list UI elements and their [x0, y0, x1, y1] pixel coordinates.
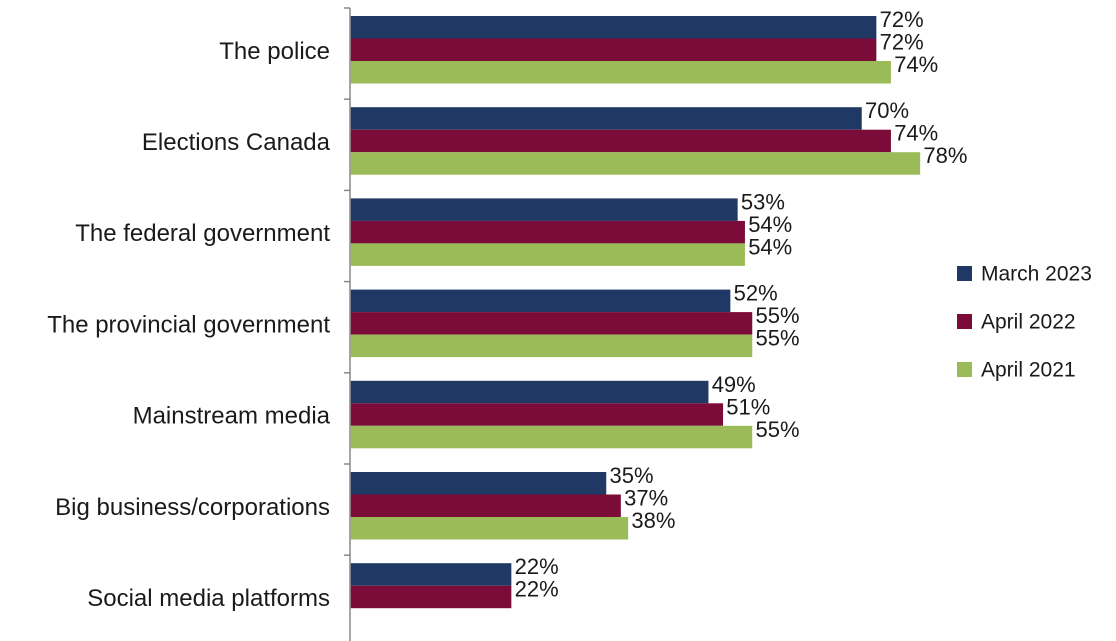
value-label-april-2022-elections-canada: 74%	[894, 121, 938, 146]
bar-april-2021-mainstream-media	[350, 425, 753, 449]
category-label-mainstream-media: Mainstream media	[133, 403, 331, 430]
bar-april-2021-the-police	[350, 61, 891, 84]
category-label-elections-canada: Elections Canada	[142, 129, 331, 156]
bar-march-2023-social-media-platforms	[350, 563, 512, 586]
bar-april-2022-elections-canada	[350, 129, 891, 153]
legend: March 2023 April 2022 April 2021	[957, 263, 1092, 382]
bar-april-2022-big-business-corporations	[350, 494, 621, 517]
bar-april-2021-big-business-corporations	[350, 517, 629, 540]
value-label-april-2022-the-federal-government: 54%	[748, 212, 792, 237]
legend-label-april-2021: April 2021	[981, 359, 1076, 382]
category-label-big-business-corporations: Big business/corporations	[55, 494, 330, 521]
bar-april-2021-the-provincial-government	[350, 334, 753, 358]
value-label-april-2022-big-business-corporations: 37%	[624, 486, 668, 511]
bar-march-2023-mainstream-media	[350, 380, 709, 404]
value-label-april-2022-the-provincial-government: 55%	[756, 303, 800, 328]
legend-swatch-april-2021	[957, 362, 972, 377]
value-label-april-2021-big-business-corporations: 38%	[631, 508, 675, 533]
value-label-april-2021-the-federal-government: 54%	[748, 234, 792, 259]
value-label-march-2023-the-police: 72%	[880, 7, 924, 32]
value-label-march-2023-the-federal-government: 53%	[741, 189, 785, 214]
bar-march-2023-elections-canada	[350, 107, 862, 130]
value-label-march-2023-big-business-corporations: 35%	[610, 463, 654, 488]
value-label-april-2021-mainstream-media: 55%	[756, 417, 800, 442]
category-label-social-media-platforms: Social media platforms	[87, 585, 330, 612]
bar-april-2022-the-federal-government	[350, 220, 745, 244]
value-label-april-2021-elections-canada: 78%	[923, 143, 967, 168]
bar-march-2023-the-provincial-government	[350, 289, 731, 313]
bar-april-2022-social-media-platforms	[350, 585, 512, 609]
category-labels: The police Elections Canada The federal go…	[47, 38, 330, 612]
bar-april-2021-the-federal-government	[350, 243, 745, 266]
bar-april-2022-the-provincial-government	[350, 312, 753, 335]
value-label-april-2022-mainstream-media: 51%	[726, 394, 770, 419]
category-label-the-federal-government: The federal government	[75, 220, 330, 247]
value-label-april-2022-social-media-platforms: 22%	[515, 577, 559, 602]
value-label-april-2021-the-provincial-government: 55%	[756, 326, 800, 351]
category-label-the-police: The police	[219, 38, 330, 65]
category-label-the-provincial-government: The provincial government	[47, 311, 330, 338]
bar-april-2022-mainstream-media	[350, 403, 724, 426]
value-label-march-2023-elections-canada: 70%	[865, 98, 909, 123]
value-label-april-2021-the-police: 74%	[894, 52, 938, 77]
bars	[350, 16, 921, 609]
bar-march-2023-the-police	[350, 16, 877, 39]
legend-label-april-2022: April 2022	[981, 311, 1076, 334]
bar-march-2023-big-business-corporations	[350, 472, 607, 495]
value-labels: 72%72%74%70%74%78%53%54%54%52%55%55%49%5…	[515, 7, 968, 602]
legend-swatch-april-2022	[957, 314, 972, 329]
bar-april-2022-the-police	[350, 38, 877, 61]
value-label-march-2023-the-provincial-government: 52%	[734, 281, 778, 306]
value-label-march-2023-mainstream-media: 49%	[712, 372, 756, 397]
value-label-april-2022-the-police: 72%	[880, 30, 924, 55]
bar-march-2023-the-federal-government	[350, 198, 738, 221]
legend-label-march-2023: March 2023	[981, 263, 1092, 286]
bar-april-2021-elections-canada	[350, 152, 921, 175]
value-label-march-2023-social-media-platforms: 22%	[515, 554, 559, 579]
y-axis-ticks	[344, 7, 350, 556]
legend-swatch-march-2023	[957, 266, 972, 281]
